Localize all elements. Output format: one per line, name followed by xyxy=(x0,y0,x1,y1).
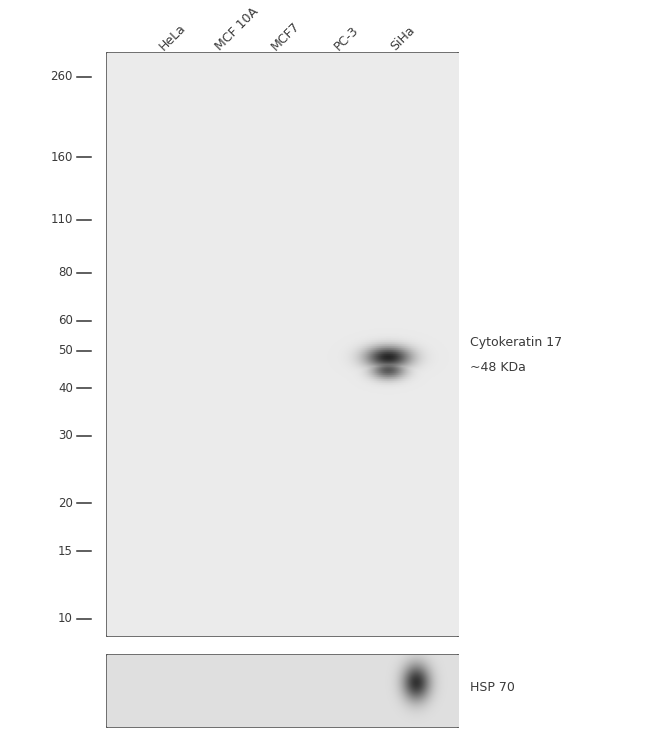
Text: 30: 30 xyxy=(58,429,73,443)
Text: 15: 15 xyxy=(58,544,73,558)
Text: ~48 KDa: ~48 KDa xyxy=(470,361,526,373)
Text: MCF7: MCF7 xyxy=(268,19,302,53)
Text: 60: 60 xyxy=(58,314,73,327)
Text: 110: 110 xyxy=(51,213,73,226)
Text: 160: 160 xyxy=(51,151,73,164)
Text: 10: 10 xyxy=(58,612,73,625)
Text: Cytokeratin 17: Cytokeratin 17 xyxy=(470,336,562,349)
Text: HeLa: HeLa xyxy=(157,21,188,53)
Text: PC-3: PC-3 xyxy=(332,23,361,53)
Text: SiHa: SiHa xyxy=(388,23,417,53)
Text: 260: 260 xyxy=(51,70,73,83)
Text: 50: 50 xyxy=(58,344,73,358)
Text: MCF 10A: MCF 10A xyxy=(213,5,261,53)
Text: 20: 20 xyxy=(58,497,73,510)
Text: HSP 70: HSP 70 xyxy=(470,681,515,694)
Text: 40: 40 xyxy=(58,382,73,395)
Text: 80: 80 xyxy=(58,266,73,279)
